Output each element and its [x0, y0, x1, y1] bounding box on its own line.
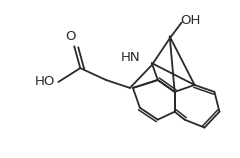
Text: OH: OH	[180, 14, 201, 27]
Text: HN: HN	[120, 51, 140, 64]
Text: HO: HO	[34, 76, 55, 88]
Text: O: O	[65, 30, 76, 43]
